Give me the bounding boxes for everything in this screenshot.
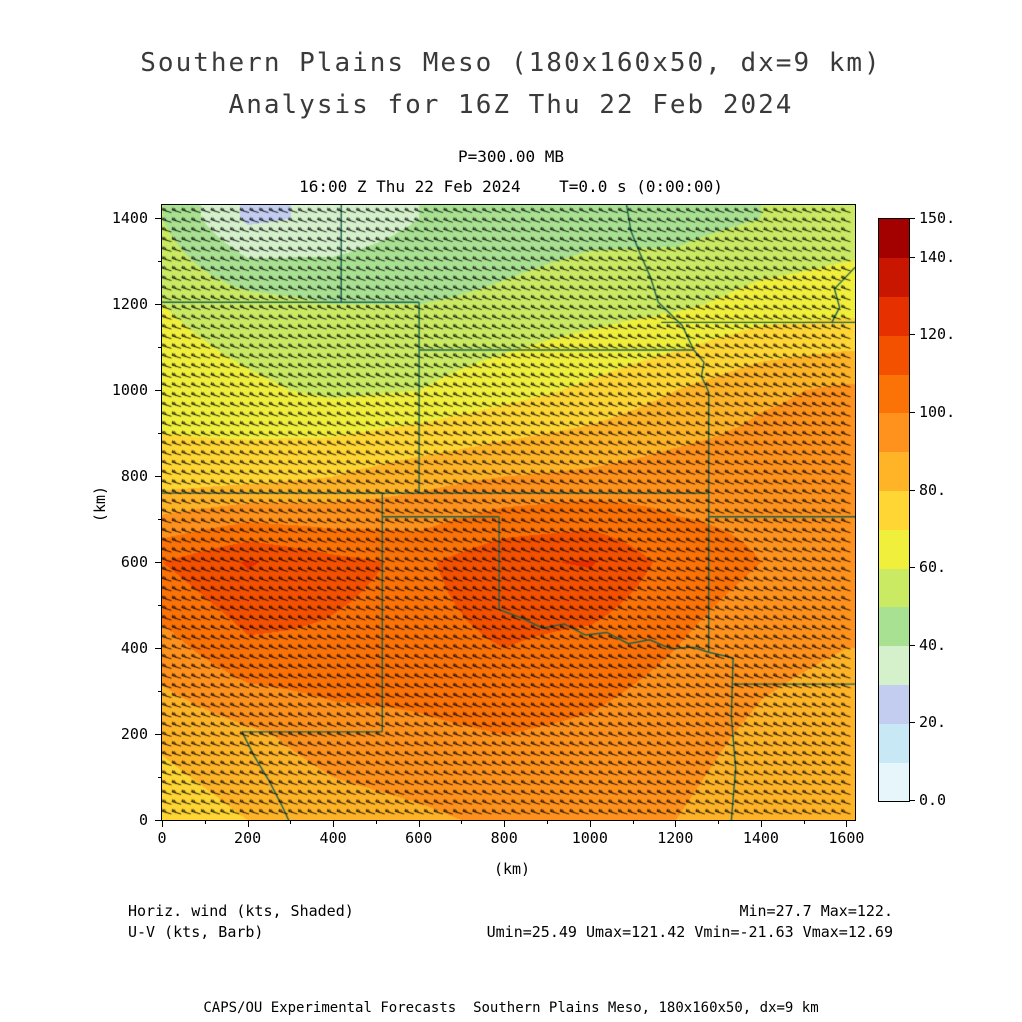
- y-axis-tick: [155, 648, 162, 649]
- colorbar-tick: [909, 256, 915, 258]
- colorbar: [878, 218, 910, 802]
- y-tick-label: 600: [120, 553, 148, 571]
- y-axis-minor-tick: [158, 605, 162, 606]
- field-minmax-label: Min=27.7 Max=122.: [739, 902, 893, 920]
- map-frame: [161, 204, 856, 821]
- x-tick-label: 1400: [742, 829, 779, 847]
- x-axis-minor-tick: [632, 820, 634, 824]
- colorbar-cell: [879, 335, 909, 375]
- colorbar-tick-label: 60.: [919, 558, 947, 577]
- y-axis-minor-tick: [158, 777, 162, 778]
- x-axis-label: (km): [493, 860, 531, 878]
- y-axis-tick: [155, 562, 162, 563]
- colorbar-tick: [909, 644, 915, 646]
- colorbar-tick-label: 100.: [919, 403, 956, 421]
- y-axis-tick: [155, 820, 162, 821]
- colorbar-tick: [909, 489, 915, 491]
- x-axis-tick: [675, 820, 677, 827]
- y-axis-tick: [155, 734, 162, 735]
- colorbar-tick-label: 120.: [919, 325, 956, 344]
- x-axis-tick: [418, 820, 420, 827]
- wind-speed-map-canvas: [162, 205, 855, 820]
- y-axis-minor-tick: [158, 432, 162, 434]
- colorbar-tick-label: 80.: [919, 480, 947, 499]
- y-axis-minor-tick: [158, 260, 162, 262]
- colorbar-cell: [879, 607, 909, 647]
- colorbar-tick: [909, 722, 915, 724]
- pressure-level-label: P=300.00 MB: [458, 147, 564, 166]
- y-axis-tick: [155, 217, 162, 219]
- x-axis-tick: [589, 820, 591, 827]
- x-tick-label: 0: [157, 829, 167, 847]
- colorbar-cell: [879, 257, 909, 298]
- y-axis-minor-tick: [158, 519, 162, 520]
- colorbar-cell: [879, 684, 909, 724]
- uv-minmax-label: Umin=25.49 Umax=121.42 Vmin=-21.63 Vmax=…: [486, 923, 893, 941]
- colorbar-cell: [879, 219, 909, 259]
- x-tick-label: 200: [234, 829, 262, 847]
- y-tick-label: 800: [120, 466, 148, 485]
- y-tick-label: 400: [120, 639, 148, 657]
- y-tick-label: 1400: [111, 208, 148, 227]
- x-axis-minor-tick: [547, 820, 548, 824]
- y-tick-label: 1200: [111, 294, 148, 313]
- y-axis-minor-tick: [158, 346, 162, 348]
- x-axis-tick: [333, 820, 335, 827]
- x-tick-label: 800: [490, 829, 518, 847]
- x-tick-label: 600: [405, 829, 433, 847]
- plot-subtitle: Analysis for 16Z Thu 22 Feb 2024: [228, 90, 794, 120]
- x-axis-tick: [247, 820, 249, 827]
- colorbar-cell: [879, 490, 909, 530]
- y-axis-tick: [155, 389, 162, 391]
- footer-credit: CAPS/OU Experimental Forecasts Southern …: [203, 1000, 819, 1016]
- x-tick-label: 1200: [657, 829, 694, 847]
- colorbar-cell: [879, 374, 909, 414]
- x-axis-minor-tick: [718, 820, 720, 824]
- colorbar-cell: [879, 529, 909, 569]
- colorbar-tick: [909, 567, 915, 569]
- colorbar-cell: [879, 645, 909, 686]
- y-tick-label: 200: [120, 725, 148, 743]
- colorbar-cell: [879, 568, 909, 608]
- colorbar-tick: [909, 218, 915, 219]
- y-axis-tick: [155, 475, 162, 477]
- colorbar-cell: [879, 296, 909, 336]
- colorbar-tick-label: 0.0: [919, 791, 947, 809]
- colorbar-tick: [909, 800, 915, 801]
- colorbar-cell: [879, 413, 909, 453]
- x-axis-tick: [760, 820, 762, 827]
- valid-time-label: 16:00 Z Thu 22 Feb 2024 T=0.0 s (0:00:00…: [299, 177, 723, 196]
- barb-legend-label: U-V (kts, Barb): [128, 923, 264, 941]
- colorbar-cell: [879, 762, 909, 802]
- colorbar-cell: [879, 723, 909, 763]
- colorbar-tick-label: 20.: [919, 713, 947, 732]
- x-axis-minor-tick: [290, 820, 292, 824]
- x-axis-minor-tick: [204, 820, 206, 824]
- colorbar-tick-label: 150.: [919, 209, 956, 227]
- x-axis-tick: [162, 820, 163, 827]
- x-tick-label: 1000: [571, 829, 608, 847]
- colorbar-cell: [879, 451, 909, 492]
- plot-title: Southern Plains Meso (180x160x50, dx=9 k…: [140, 48, 882, 78]
- x-tick-label: 1600: [828, 829, 865, 847]
- y-tick-label: 0: [138, 811, 148, 829]
- x-tick-label: 400: [319, 829, 347, 847]
- x-axis-minor-tick: [803, 820, 805, 824]
- colorbar-tick: [909, 412, 915, 413]
- shaded-field-label: Horiz. wind (kts, Shaded): [128, 902, 354, 920]
- x-axis-minor-tick: [461, 820, 463, 824]
- y-tick-label: 1000: [111, 380, 148, 399]
- y-axis-tick: [155, 303, 162, 305]
- x-axis-minor-tick: [375, 820, 377, 824]
- colorbar-tick: [909, 334, 915, 336]
- colorbar-tick-label: 140.: [919, 247, 956, 266]
- x-axis-tick: [846, 820, 848, 827]
- colorbar-tick-label: 40.: [919, 635, 947, 654]
- y-axis-minor-tick: [158, 691, 162, 692]
- x-axis-tick: [504, 820, 506, 827]
